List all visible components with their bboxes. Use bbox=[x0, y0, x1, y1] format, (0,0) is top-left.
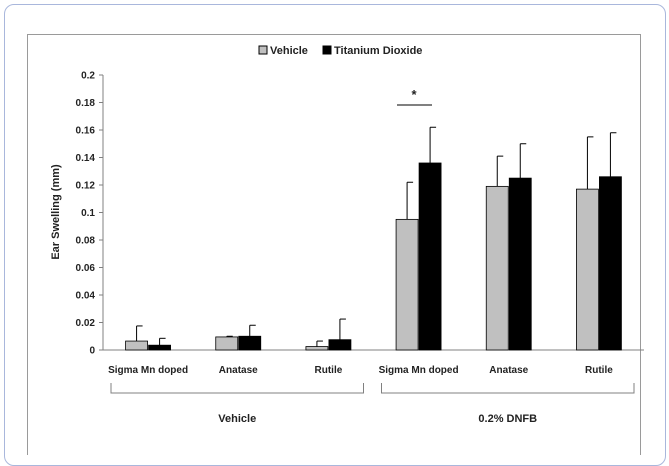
category-label: Sigma Mn doped bbox=[108, 365, 188, 376]
bar-titanium-dioxide bbox=[418, 162, 442, 351]
legend: Vehicle Titanium Dioxide bbox=[258, 45, 422, 57]
legend-label-vehicle: Vehicle bbox=[270, 45, 308, 57]
y-tick-label: 0.08 bbox=[76, 236, 96, 247]
y-tick-label: 0.18 bbox=[76, 98, 96, 109]
bar-titanium-dioxide bbox=[148, 344, 171, 351]
group-label: 0.2% DNFB bbox=[478, 413, 537, 425]
chart-area-border bbox=[27, 34, 641, 455]
bar-titanium-dioxide bbox=[508, 177, 532, 351]
legend-swatch-titanium-dioxide bbox=[322, 45, 332, 55]
y-tick-label: 0.14 bbox=[76, 153, 96, 164]
y-tick-label: 0.16 bbox=[76, 126, 96, 137]
bar-vehicle bbox=[125, 340, 148, 351]
category-label: Sigma Mn doped bbox=[379, 365, 459, 376]
bar-titanium-dioxide bbox=[328, 339, 352, 351]
category-label: Rutile bbox=[315, 365, 343, 376]
bar-chart: Vehicle Titanium Dioxide Ear Swelling (m… bbox=[50, 45, 644, 425]
y-tick-label: 0.2 bbox=[81, 71, 95, 82]
bar-vehicle bbox=[485, 185, 509, 351]
legend-swatch-vehicle bbox=[258, 45, 268, 55]
bar-titanium-dioxide bbox=[599, 176, 622, 351]
y-tick-label: 0.04 bbox=[76, 291, 96, 302]
category-label: Anatase bbox=[219, 365, 258, 376]
group-bracket bbox=[381, 383, 635, 394]
group-label: Vehicle bbox=[218, 413, 256, 425]
y-tick-label: 0.12 bbox=[76, 181, 96, 192]
category-label: Rutile bbox=[585, 365, 613, 376]
y-tick-label: 0.1 bbox=[81, 208, 95, 219]
y-tick-label: 0.06 bbox=[76, 263, 96, 274]
legend-label-titanium-dioxide: Titanium Dioxide bbox=[334, 45, 422, 57]
y-tick-label: 0 bbox=[89, 346, 95, 357]
y-tick-label: 0.02 bbox=[76, 318, 96, 329]
category-label: Anatase bbox=[489, 365, 528, 376]
group-bracket bbox=[110, 383, 364, 394]
bar-vehicle bbox=[395, 218, 419, 351]
bar-vehicle bbox=[305, 346, 329, 351]
significance-star: * bbox=[411, 87, 417, 102]
bar-vehicle bbox=[576, 188, 599, 351]
significance-annotation: * bbox=[397, 87, 432, 106]
y-axis-label: Ear Swelling (mm) bbox=[50, 164, 62, 260]
bar-vehicle bbox=[215, 336, 239, 351]
bar-titanium-dioxide bbox=[238, 335, 262, 351]
